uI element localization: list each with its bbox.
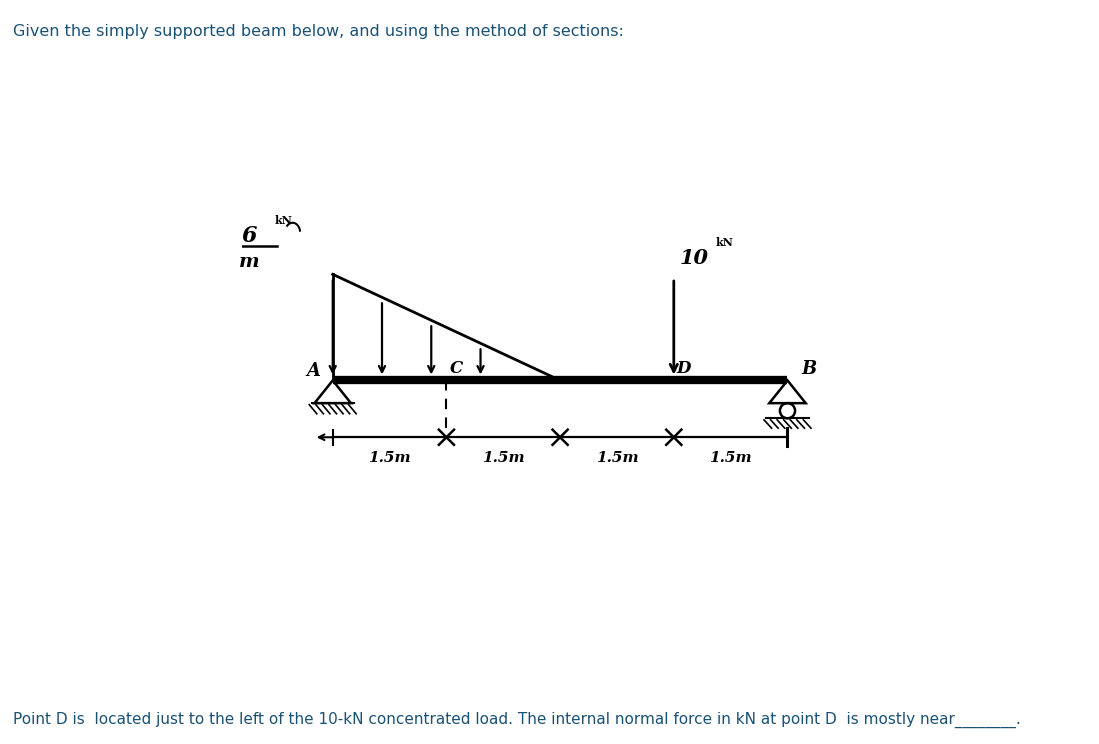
Text: B: B (801, 360, 817, 379)
Text: m: m (240, 253, 259, 271)
Text: 1.5m: 1.5m (482, 451, 524, 465)
Text: 1.5m: 1.5m (709, 451, 752, 465)
Text: kN: kN (715, 237, 733, 248)
Text: A: A (307, 362, 320, 380)
Text: Given the simply supported beam below, and using the method of sections:: Given the simply supported beam below, a… (13, 24, 624, 39)
Text: Point D is  located just to the left of the 10-kN concentrated load. The interna: Point D is located just to the left of t… (13, 711, 1021, 728)
Text: 6: 6 (242, 225, 257, 247)
Text: kN: kN (275, 214, 292, 225)
Text: D: D (677, 360, 691, 376)
Text: 1.5m: 1.5m (368, 451, 411, 465)
Text: 1.5m: 1.5m (596, 451, 639, 465)
Text: C: C (449, 360, 463, 376)
Text: 10: 10 (680, 248, 709, 269)
